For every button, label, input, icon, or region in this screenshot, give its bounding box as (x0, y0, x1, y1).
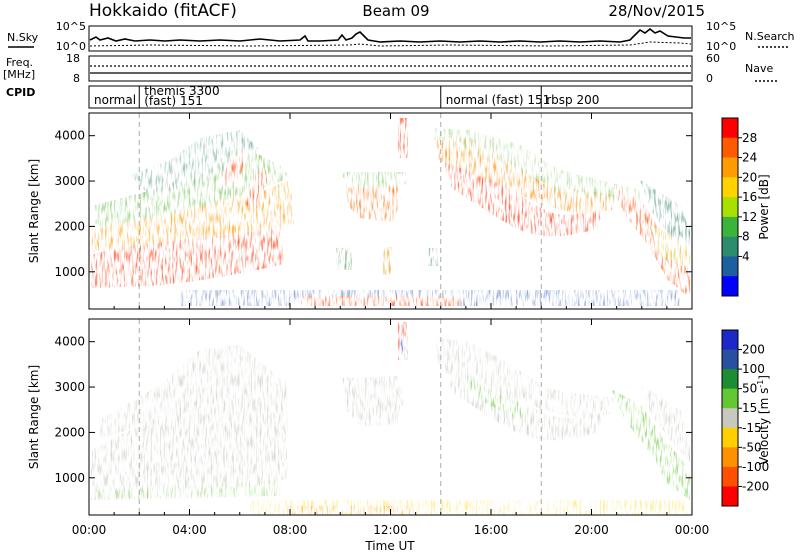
noise-tick-left-bottom: 10^0 (56, 40, 86, 53)
x-tick-label: 16:00 (474, 523, 509, 537)
colorbar-swatch (722, 137, 738, 159)
freq-tick-bottom: 8 (73, 72, 80, 85)
colorbar-tick-label: 20 (742, 170, 757, 184)
colorbar-swatch (722, 330, 738, 351)
colorbar-swatch (722, 486, 738, 507)
y-tick-label: 1000 (54, 265, 85, 279)
x-tick-label: 00:00 (72, 523, 107, 537)
velocity-echoes (91, 322, 692, 515)
date-label: 28/Nov/2015 (608, 2, 705, 20)
x-tick-label: 12:00 (373, 523, 408, 537)
colorbar-tick-label: -50 (742, 440, 762, 454)
colorbar-swatch (722, 276, 738, 297)
station-title: Hokkaido (fitACF) (89, 1, 237, 21)
cpid-segment-label: rbsp 200 (546, 93, 599, 107)
colorbar-tick-label: -15 (742, 421, 762, 435)
y-tick-label: 2000 (54, 219, 85, 233)
y-tick-label: 3000 (54, 380, 85, 394)
colorbar-swatch (722, 236, 738, 257)
colorbar-tick-label: 4 (742, 249, 750, 263)
nsearch-label: N.Search (745, 30, 795, 43)
freq-label: Freq. (6, 56, 33, 69)
velocity-panel: Slant Range [km] 1000 2000 3000 4000 00:00 0… (27, 113, 709, 553)
cpid-label: CPID (6, 86, 35, 99)
x-axis-label: Time UT (364, 539, 415, 553)
colorbar-swatch (722, 388, 738, 409)
nave-tick-top: 60 (706, 52, 720, 65)
power-colorbar-label: Power [dB] (757, 174, 771, 239)
cpid-segment-sublabel: (fast) 151 (144, 94, 203, 108)
velocity-ylabel: Slant Range [km] (27, 365, 41, 469)
nave-label: Nave (745, 62, 773, 75)
power-echoes (91, 118, 690, 306)
colorbar-tick-label: 24 (742, 151, 757, 165)
noise-tick-right-bottom: 10^0 (706, 40, 736, 53)
colorbar-swatch (722, 349, 738, 370)
cpid-panel: CPID normal themis 3300(fast) 151 normal (… (6, 84, 693, 515)
colorbar-swatch (722, 408, 738, 429)
colorbar-tick-label: 200 (742, 343, 765, 357)
colorbar-swatch (722, 216, 738, 238)
cpid-segment-label: normal (fast) 151 (446, 93, 550, 107)
freq-tick-top: 18 (66, 52, 80, 65)
colorbar-swatch (722, 157, 738, 178)
nsky-line (89, 27, 691, 43)
power-colorbar: 28 24 20 16 12 8 4 Power [dB] (721, 117, 771, 297)
colorbar-swatch (722, 256, 738, 277)
y-tick-label: 4000 (54, 335, 85, 349)
beam-label: Beam 09 (362, 2, 429, 20)
colorbar-tick-label: 16 (742, 190, 757, 204)
velocity-colorbar-label-sup: -1 (756, 380, 765, 388)
nave-tick-bottom: 0 (706, 72, 713, 85)
colorbar-swatch (722, 447, 738, 468)
noise-tick-right-top: 10^5 (706, 20, 736, 33)
y-tick-label: 3000 (54, 174, 85, 188)
y-tick-label: 1000 (54, 471, 85, 485)
colorbar-swatch (722, 197, 738, 218)
cpid-segment-label: normal (94, 93, 136, 107)
freq-panel: Freq. [MHz] 18 8 60 0 Nave (3, 52, 778, 85)
velocity-colorbar-label: Velocity [m s-1] (756, 375, 771, 465)
x-tick-label: 00:00 (675, 523, 710, 537)
x-tick-label: 08:00 (273, 523, 308, 537)
colorbar-tick-label: -200 (742, 479, 769, 493)
x-tick-label: 04:00 (172, 523, 207, 537)
colorbar-tick-label: 15 (742, 401, 757, 415)
colorbar-tick-label: 12 (742, 210, 757, 224)
x-tick-label: 20:00 (574, 523, 609, 537)
cpid-segment-label: themis 3300 (144, 84, 219, 98)
colorbar-tick-label: 100 (742, 362, 765, 376)
colorbar-tick-label: 8 (742, 230, 750, 244)
nsearch-line (89, 41, 692, 47)
noise-panel: N.Sky 10^5 10^0 10^5 10^0 N.Search (7, 20, 795, 53)
power-panel: Slant Range [km] 1000 2000 3000 4000 (27, 112, 693, 310)
power-ylabel: Slant Range [km] (27, 159, 41, 263)
nsky-label: N.Sky (7, 31, 39, 44)
colorbar-swatch (722, 466, 738, 487)
colorbar-swatch (722, 177, 738, 198)
noise-tick-left-top: 10^5 (56, 20, 86, 33)
freq-unit: [MHz] (3, 68, 35, 81)
colorbar-tick-label: 50 (742, 382, 757, 396)
colorbar-swatch (722, 427, 738, 448)
y-tick-label: 2000 (54, 425, 85, 439)
y-tick-label: 4000 (54, 129, 85, 143)
colorbar-tick-label: 28 (742, 131, 757, 145)
velocity-colorbar: 200 100 50 15 -15 -50 -100 -200 Velocity [m s-1… (721, 329, 771, 507)
colorbar-tick-label: -100 (742, 460, 769, 474)
colorbar-swatch (722, 369, 738, 390)
colorbar-swatch (722, 118, 738, 139)
